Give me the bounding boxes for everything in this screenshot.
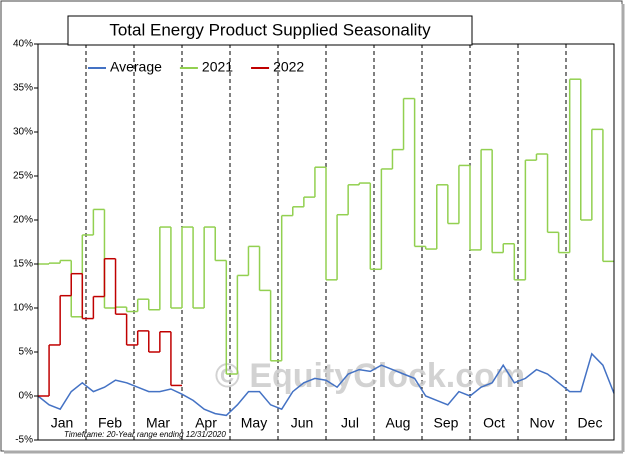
y-tick-label: -5% xyxy=(15,435,33,446)
x-tick-label: Dec xyxy=(578,415,603,431)
x-tick-label: Feb xyxy=(98,415,122,431)
y-tick-label: 30% xyxy=(13,127,33,138)
x-tick-label: Oct xyxy=(483,415,505,431)
footnote: Timeframe: 20-Year range ending 12/31/20… xyxy=(64,430,226,439)
y-tick-label: 10% xyxy=(13,303,33,314)
x-tick-label: Sep xyxy=(434,415,459,431)
legend-label: 2022 xyxy=(273,59,304,75)
plot: Jan Feb Mar Apr May Jun Jul Aug Sep Oct Nov Dec -5% 0… xyxy=(13,39,615,446)
x-tick-label: Jan xyxy=(51,415,74,431)
legend-label: 2021 xyxy=(202,59,233,75)
y-tick-label: 35% xyxy=(13,83,33,94)
x-tick-label: Jul xyxy=(341,415,359,431)
x-tick-label: Apr xyxy=(195,415,217,431)
x-tick-label: Aug xyxy=(386,415,411,431)
legend-label: Average xyxy=(110,59,162,75)
y-tick-label: 0% xyxy=(19,391,34,402)
y-tick-label: 20% xyxy=(13,215,33,226)
y-tick-label: 25% xyxy=(13,171,33,182)
x-tick-label: May xyxy=(241,415,267,431)
x-tick-label: Mar xyxy=(146,415,170,431)
x-tick-label: Nov xyxy=(530,415,555,431)
chart-title: Total Energy Product Supplied Seasonalit… xyxy=(109,20,431,39)
y-tick-label: 5% xyxy=(19,347,34,358)
watermark: © EquityClock.com xyxy=(215,357,525,395)
series-line xyxy=(37,352,615,417)
y-tick-label: 40% xyxy=(13,39,33,50)
y-tick-label: 15% xyxy=(13,259,33,270)
x-tick-label: Jun xyxy=(291,415,314,431)
title-box xyxy=(67,15,473,46)
